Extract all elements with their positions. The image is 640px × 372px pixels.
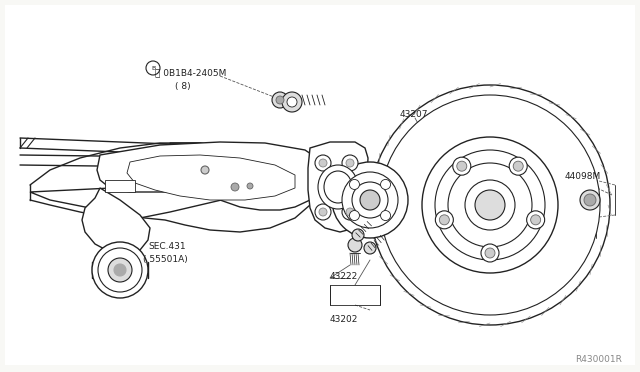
Circle shape (272, 92, 288, 108)
Circle shape (509, 157, 527, 175)
Text: Ⓑ 0B1B4-2405M: Ⓑ 0B1B4-2405M (155, 68, 227, 77)
Ellipse shape (318, 165, 358, 209)
Circle shape (342, 172, 398, 228)
FancyBboxPatch shape (5, 5, 635, 365)
Polygon shape (308, 142, 368, 232)
Polygon shape (30, 178, 320, 232)
Text: SEC.431: SEC.431 (148, 242, 186, 251)
Circle shape (360, 190, 380, 210)
Circle shape (531, 215, 541, 225)
Circle shape (319, 159, 327, 167)
Circle shape (231, 183, 239, 191)
Text: B: B (151, 65, 155, 71)
Circle shape (315, 204, 331, 220)
Circle shape (114, 264, 126, 276)
Circle shape (381, 211, 390, 221)
Circle shape (342, 155, 358, 171)
Circle shape (319, 208, 327, 216)
Circle shape (198, 163, 212, 177)
Circle shape (465, 180, 515, 230)
Circle shape (352, 182, 388, 218)
Circle shape (485, 248, 495, 258)
Circle shape (475, 190, 505, 220)
Text: ( 8): ( 8) (175, 82, 191, 91)
Circle shape (457, 161, 467, 171)
Circle shape (352, 229, 364, 241)
Circle shape (276, 96, 284, 104)
Circle shape (513, 161, 524, 171)
Text: ( 55501A): ( 55501A) (143, 255, 188, 264)
Circle shape (452, 157, 471, 175)
Circle shape (332, 162, 408, 238)
Circle shape (315, 155, 331, 171)
Circle shape (146, 61, 160, 75)
Circle shape (348, 238, 362, 252)
Ellipse shape (324, 171, 352, 203)
Circle shape (380, 95, 600, 315)
Circle shape (342, 204, 358, 220)
Text: 43202: 43202 (330, 315, 358, 324)
Text: 43222: 43222 (330, 272, 358, 281)
Polygon shape (160, 143, 320, 218)
Text: 44098M: 44098M (565, 172, 601, 181)
Circle shape (527, 211, 545, 229)
Bar (105, 180, 135, 192)
Circle shape (580, 190, 600, 210)
Circle shape (370, 85, 610, 325)
Circle shape (481, 244, 499, 262)
Circle shape (381, 179, 390, 189)
Circle shape (282, 92, 302, 112)
Circle shape (349, 179, 360, 189)
Circle shape (435, 211, 453, 229)
Circle shape (201, 166, 209, 174)
Text: R430001R: R430001R (575, 355, 622, 364)
Circle shape (108, 258, 132, 282)
Polygon shape (127, 155, 295, 200)
Polygon shape (82, 188, 150, 255)
Bar (330, 285, 380, 305)
Circle shape (287, 97, 297, 107)
Polygon shape (97, 142, 325, 210)
Circle shape (346, 159, 354, 167)
Circle shape (439, 215, 449, 225)
Circle shape (584, 194, 596, 206)
Circle shape (346, 208, 354, 216)
Text: 43207: 43207 (400, 110, 429, 119)
Circle shape (349, 211, 360, 221)
Circle shape (92, 242, 148, 298)
Circle shape (435, 150, 545, 260)
Circle shape (364, 242, 376, 254)
Circle shape (448, 163, 532, 247)
Circle shape (422, 137, 558, 273)
Circle shape (98, 248, 142, 292)
Circle shape (247, 183, 253, 189)
